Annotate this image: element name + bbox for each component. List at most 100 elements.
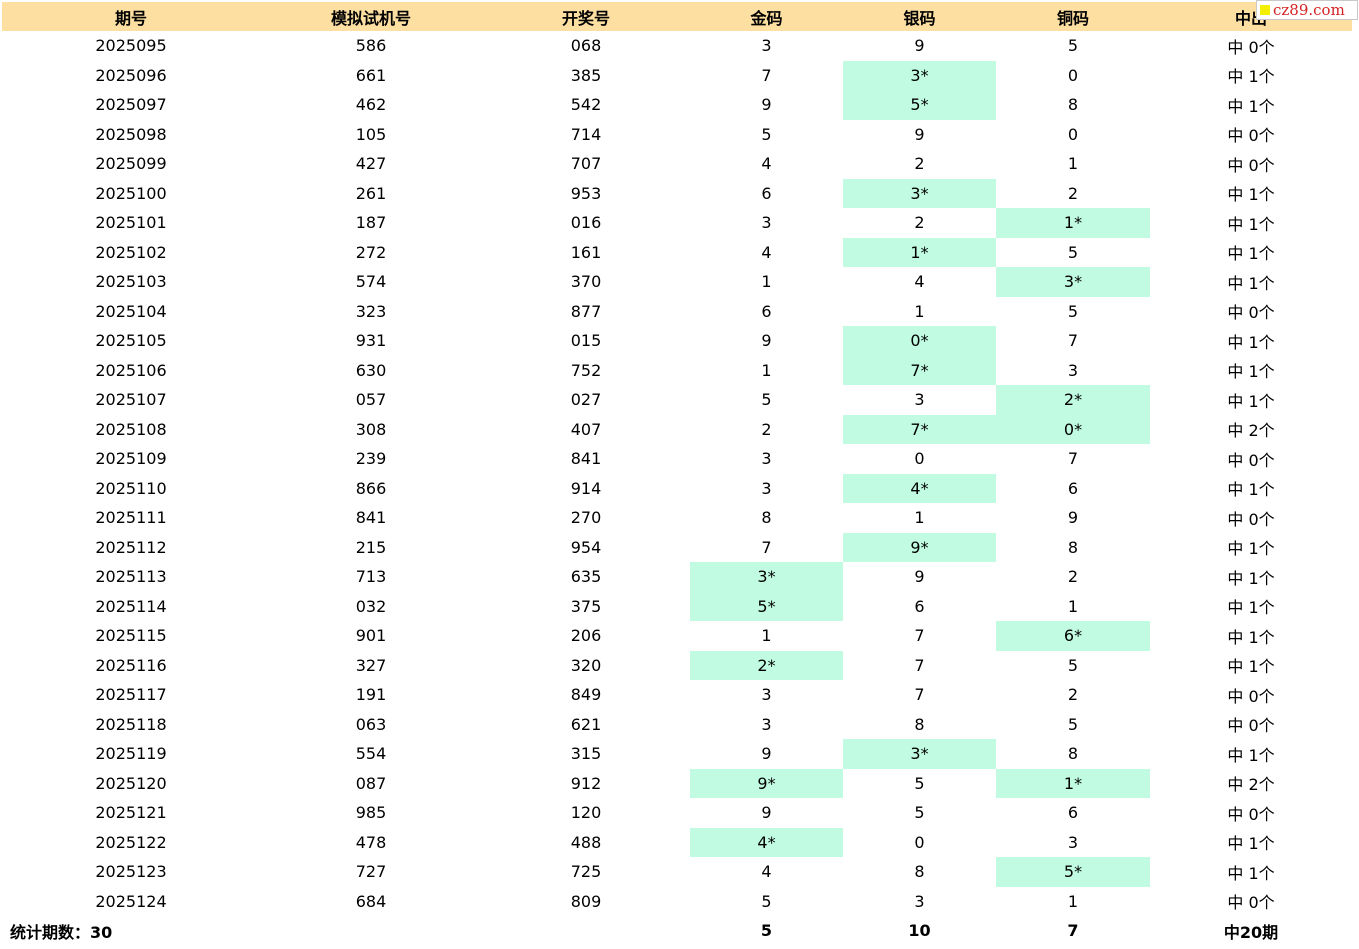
issue-cell: 2025106 bbox=[95, 360, 167, 380]
footer-period-count: 统计期数：30 bbox=[10, 922, 113, 942]
table-row: 2025124 684 809 5 3 1 中 0个 bbox=[2, 887, 1352, 917]
hit-result-cell: 中 1个 bbox=[1227, 863, 1275, 883]
gold-code-cell: 1 bbox=[761, 272, 772, 292]
hit-result-cell: 中 1个 bbox=[1227, 598, 1275, 618]
hit-result-cell: 中 0个 bbox=[1227, 450, 1275, 470]
sim-number-cell: 931 bbox=[355, 331, 387, 351]
silver-code-cell: 3* bbox=[843, 739, 996, 769]
draw-number-cell: 315 bbox=[570, 744, 602, 764]
gold-code-cell: 9 bbox=[761, 803, 772, 823]
copper-code-cell: 6 bbox=[1067, 803, 1079, 823]
silver-code-cell: 1 bbox=[914, 301, 925, 321]
silver-code-cell: 3 bbox=[914, 390, 925, 410]
sim-number-cell: 574 bbox=[355, 272, 387, 292]
hit-result-cell: 中 1个 bbox=[1227, 185, 1275, 205]
header-copper-code: 铜码 bbox=[1056, 8, 1089, 28]
hit-result-cell: 中 1个 bbox=[1227, 627, 1275, 647]
sim-number-cell: 427 bbox=[355, 154, 387, 174]
draw-number-cell: 542 bbox=[570, 95, 602, 115]
header-gold-code: 金码 bbox=[750, 8, 783, 28]
issue-cell: 2025109 bbox=[95, 449, 167, 469]
sim-number-cell: 323 bbox=[355, 301, 387, 321]
sim-number-cell: 063 bbox=[355, 714, 387, 734]
table-row: 2025121 985 120 9 5 6 中 0个 bbox=[2, 798, 1352, 828]
silver-code-cell: 8 bbox=[914, 862, 925, 882]
sim-number-cell: 684 bbox=[355, 891, 387, 911]
draw-number-cell: 375 bbox=[570, 596, 602, 616]
gold-code-cell: 5 bbox=[761, 390, 772, 410]
silver-code-cell: 4 bbox=[914, 272, 925, 292]
table-row: 2025108 308 407 2 7* 0* 中 2个 bbox=[2, 414, 1352, 444]
sim-number-cell: 032 bbox=[355, 596, 387, 616]
silver-code-cell: 7 bbox=[914, 655, 925, 675]
hit-result-cell: 中 1个 bbox=[1227, 539, 1275, 559]
table-row: 2025102 272 161 4 1* 5 中 1个 bbox=[2, 237, 1352, 267]
issue-cell: 2025111 bbox=[95, 508, 167, 528]
copper-code-cell: 0 bbox=[1067, 124, 1079, 144]
hit-result-cell: 中 0个 bbox=[1227, 804, 1275, 824]
sim-number-cell: 713 bbox=[355, 567, 387, 587]
hit-result-cell: 中 0个 bbox=[1227, 126, 1275, 146]
sim-number-cell: 727 bbox=[355, 862, 387, 882]
silver-code-cell: 4* bbox=[843, 473, 996, 503]
gold-code-cell: 5 bbox=[761, 891, 772, 911]
table-row: 2025109 239 841 3 0 7 中 0个 bbox=[2, 444, 1352, 474]
table-row: 2025100 261 953 6 3* 2 中 1个 bbox=[2, 178, 1352, 208]
sim-number-cell: 554 bbox=[355, 744, 387, 764]
draw-number-cell: 877 bbox=[570, 301, 602, 321]
table-row: 2025115 901 206 1 7 6* 中 1个 bbox=[2, 621, 1352, 651]
draw-number-cell: 953 bbox=[570, 183, 602, 203]
draw-number-cell: 914 bbox=[570, 478, 602, 498]
table-row: 2025120 087 912 9* 5 1* 中 2个 bbox=[2, 768, 1352, 798]
table-row: 2025122 478 488 4* 0 3 中 1个 bbox=[2, 827, 1352, 857]
copper-code-cell: 5 bbox=[1067, 36, 1079, 56]
silver-code-cell: 0* bbox=[843, 326, 996, 356]
gold-code-cell: 3* bbox=[690, 562, 843, 592]
table-row: 2025114 032 375 5* 6 1 中 1个 bbox=[2, 591, 1352, 621]
copper-code-cell: 7 bbox=[1067, 449, 1079, 469]
silver-code-cell: 3 bbox=[914, 891, 925, 911]
copper-code-cell: 0 bbox=[1067, 65, 1079, 85]
hit-result-cell: 中 2个 bbox=[1227, 775, 1275, 795]
silver-code-cell: 5* bbox=[843, 90, 996, 120]
draw-number-cell: 635 bbox=[570, 567, 602, 587]
hit-result-cell: 中 0个 bbox=[1227, 893, 1275, 913]
issue-cell: 2025123 bbox=[95, 862, 167, 882]
sim-number-cell: 187 bbox=[355, 213, 387, 233]
issue-cell: 2025097 bbox=[95, 95, 167, 115]
hit-result-cell: 中 1个 bbox=[1227, 332, 1275, 352]
gold-code-cell: 6 bbox=[761, 183, 772, 203]
header-issue: 期号 bbox=[114, 8, 147, 28]
issue-cell: 2025096 bbox=[95, 65, 167, 85]
silver-code-cell: 3* bbox=[843, 178, 996, 208]
gold-code-cell: 4* bbox=[690, 827, 843, 857]
table-row: 2025111 841 270 8 1 9 中 0个 bbox=[2, 503, 1352, 533]
copper-code-cell: 6 bbox=[1067, 478, 1079, 498]
table-row: 2025095 586 068 3 9 5 中 0个 bbox=[2, 31, 1352, 61]
copper-code-cell: 1 bbox=[1067, 596, 1079, 616]
issue-cell: 2025098 bbox=[95, 124, 167, 144]
silver-code-cell: 1* bbox=[843, 237, 996, 267]
sim-number-cell: 057 bbox=[355, 390, 387, 410]
draw-number-cell: 849 bbox=[570, 685, 602, 705]
issue-cell: 2025112 bbox=[95, 537, 167, 557]
header-draw-number: 开奖号 bbox=[561, 8, 610, 28]
issue-cell: 2025101 bbox=[95, 213, 167, 233]
issue-cell: 2025099 bbox=[95, 154, 167, 174]
silver-code-cell: 5 bbox=[914, 773, 925, 793]
issue-cell: 2025102 bbox=[95, 242, 167, 262]
copper-code-cell: 5 bbox=[1067, 655, 1079, 675]
sim-number-cell: 630 bbox=[355, 360, 387, 380]
silver-code-cell: 2 bbox=[914, 213, 925, 233]
hit-result-cell: 中 1个 bbox=[1227, 480, 1275, 500]
draw-number-cell: 407 bbox=[570, 419, 602, 439]
silver-code-cell: 9 bbox=[914, 567, 925, 587]
table-row: 2025107 057 027 5 3 2* 中 1个 bbox=[2, 385, 1352, 415]
draw-number-cell: 068 bbox=[570, 36, 602, 56]
gold-code-cell: 2 bbox=[761, 419, 772, 439]
copper-code-cell: 1 bbox=[1067, 891, 1079, 911]
sim-number-cell: 901 bbox=[355, 626, 387, 646]
silver-code-cell: 9* bbox=[843, 532, 996, 562]
draw-number-cell: 270 bbox=[570, 508, 602, 528]
issue-cell: 2025124 bbox=[95, 891, 167, 911]
